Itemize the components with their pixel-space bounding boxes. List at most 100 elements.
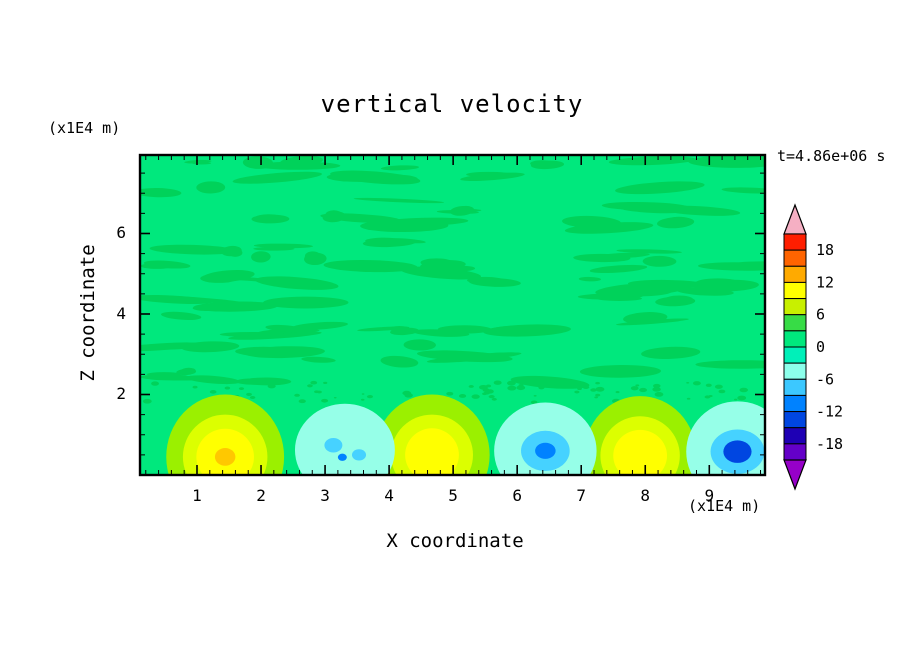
boundary-speckle xyxy=(692,381,701,386)
x-tick-label: 8 xyxy=(640,486,651,505)
boundary-speckle xyxy=(468,385,474,388)
x-tick-label: 1 xyxy=(192,486,202,505)
boundary-speckle xyxy=(151,381,160,386)
plot-title: vertical velocity xyxy=(320,90,584,118)
texture-blob xyxy=(466,276,504,284)
colorbar-label: -12 xyxy=(816,403,843,421)
boundary-speckle xyxy=(574,390,580,394)
texture-blob xyxy=(140,188,182,198)
x-tick-label: 6 xyxy=(512,486,522,505)
x-tick-label: 2 xyxy=(256,486,266,505)
boundary-speckle xyxy=(471,394,480,399)
colorbar-segment xyxy=(783,330,807,348)
texture-blob xyxy=(403,339,436,351)
downdraft-cell xyxy=(351,449,367,461)
texture-blob xyxy=(380,165,420,171)
colorbar-label: -6 xyxy=(816,370,834,388)
colorbar-label: 12 xyxy=(816,273,834,291)
texture-blob xyxy=(265,324,302,332)
texture-blob xyxy=(589,264,648,274)
boundary-speckle xyxy=(595,381,600,385)
boundary-speckle xyxy=(267,383,276,389)
texture-blob xyxy=(235,346,292,357)
boundary-speckle xyxy=(482,392,487,396)
texture-blob xyxy=(389,176,414,183)
boundary-speckle xyxy=(654,392,664,397)
boundary-speckle xyxy=(294,393,300,397)
texture-blob xyxy=(641,346,701,359)
texture-blob xyxy=(140,263,174,269)
boundary-speckle xyxy=(595,393,601,397)
colorbar-bottom-arrow xyxy=(783,459,807,491)
boundary-speckle xyxy=(686,397,691,400)
boundary-speckle xyxy=(246,392,252,396)
boundary-speckle xyxy=(488,395,495,399)
colorbar-segment xyxy=(783,362,807,380)
colorbar-segment xyxy=(783,265,807,283)
texture-blob xyxy=(140,344,193,350)
colorbar-segment xyxy=(783,427,807,445)
colorbar-label: 0 xyxy=(816,338,825,356)
texture-blob xyxy=(608,156,696,166)
texture-blob xyxy=(530,160,554,167)
boundary-speckle xyxy=(533,394,537,397)
colorbar-segment xyxy=(783,378,807,396)
updraft-plume xyxy=(613,429,668,475)
boundary-speckle xyxy=(310,380,318,385)
texture-blob xyxy=(579,365,662,378)
texture-blob xyxy=(694,278,741,288)
texture-blob xyxy=(365,237,403,245)
y-axis-unit-label: (x1E4 m) xyxy=(48,119,121,137)
boundary-speckle xyxy=(615,391,620,394)
boundary-speckle xyxy=(705,383,712,387)
texture-blob xyxy=(200,273,238,283)
texture-blob xyxy=(451,208,482,212)
texture-blob xyxy=(731,361,765,369)
boundary-speckle xyxy=(224,386,231,390)
texture-blob xyxy=(253,246,295,251)
colorbar-label: -18 xyxy=(816,435,843,453)
boundary-speckle xyxy=(479,384,488,390)
texture-blob xyxy=(203,181,225,192)
texture-blob xyxy=(301,356,336,363)
boundary-speckle xyxy=(316,390,322,394)
boundary-speckle xyxy=(323,381,328,385)
x-axis-unit-label: (x1E4 m) xyxy=(688,497,761,515)
texture-blob xyxy=(605,286,672,297)
downdraft-cell xyxy=(723,440,752,463)
boundary-speckle xyxy=(653,383,661,388)
x-axis-title: X coordinate xyxy=(386,530,524,552)
texture-blob xyxy=(192,161,212,165)
colorbar-segment xyxy=(783,394,807,413)
texture-blob xyxy=(251,251,271,263)
texture-blob xyxy=(420,258,453,267)
boundary-speckle xyxy=(652,387,661,392)
texture-blob xyxy=(291,321,348,331)
colorbar-segment xyxy=(783,298,807,316)
texture-blob xyxy=(721,187,765,194)
boundary-speckle xyxy=(458,393,467,398)
boundary-speckle xyxy=(590,388,597,392)
boundary-speckle xyxy=(518,383,524,387)
boundary-speckle xyxy=(630,386,639,391)
boundary-speckle xyxy=(366,395,373,399)
texture-blob xyxy=(618,204,689,214)
texture-blob xyxy=(181,367,196,373)
texture-blob xyxy=(150,377,211,381)
x-tick-label: 7 xyxy=(576,486,587,505)
boundary-speckle xyxy=(209,390,217,394)
texture-blob xyxy=(665,216,692,226)
colorbar-segment xyxy=(783,314,807,332)
boundary-speckle xyxy=(594,396,598,399)
texture-blob xyxy=(304,251,321,262)
boundary-speckle xyxy=(686,381,690,384)
texture-blob xyxy=(242,156,274,169)
texture-blob xyxy=(616,249,682,254)
x-tick-label: 5 xyxy=(448,486,458,505)
texture-blob xyxy=(320,213,402,224)
boundary-speckle xyxy=(582,385,590,390)
boundary-speckle xyxy=(321,398,329,403)
colorbar-label: 6 xyxy=(816,306,825,324)
boundary-speckle xyxy=(737,395,747,401)
